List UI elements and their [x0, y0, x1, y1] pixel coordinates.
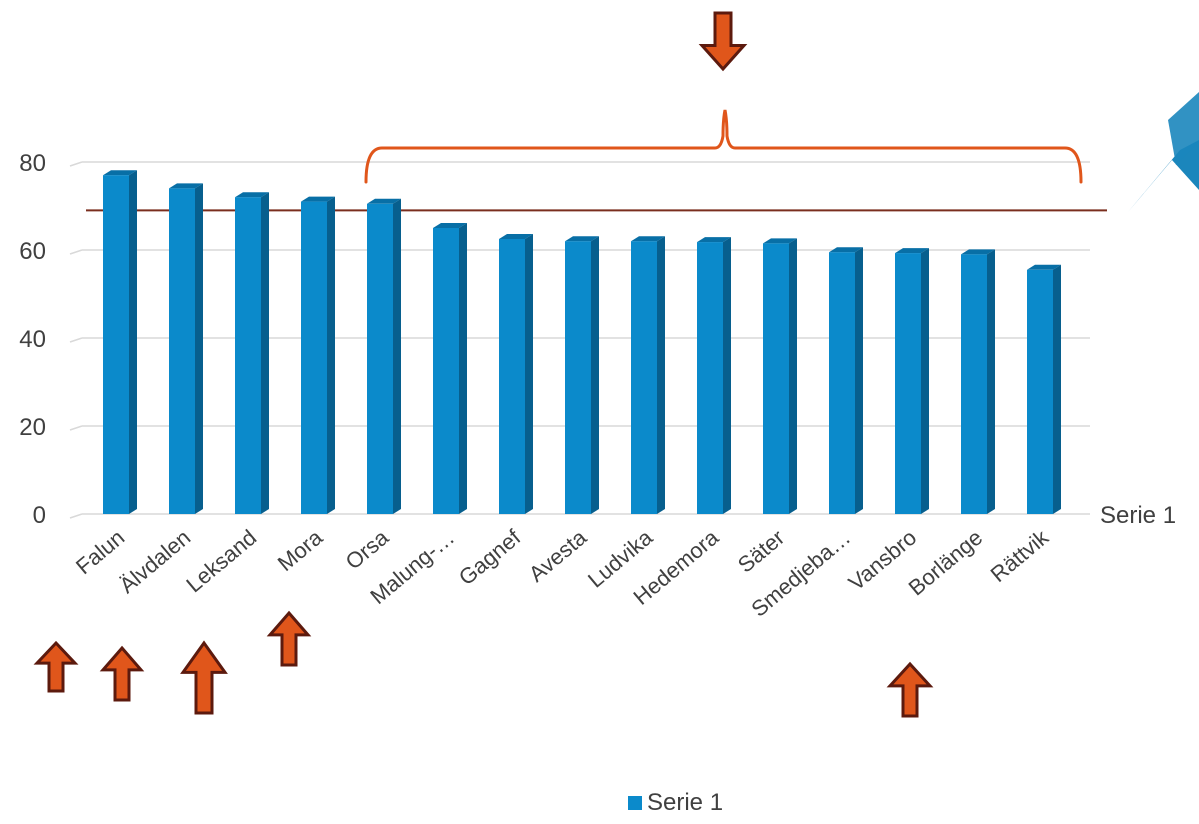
bar-front-face	[895, 253, 921, 514]
bar-side-face	[327, 196, 335, 514]
bar-side-face	[1053, 264, 1061, 514]
y-tick-label: 80	[19, 150, 46, 177]
x-category-label: Borlänge	[904, 525, 988, 601]
bar-side-face	[525, 234, 533, 514]
up-arrow-icon	[33, 640, 79, 693]
bar-top-face	[829, 247, 863, 253]
bar-top-face	[103, 170, 137, 176]
up-arrow-icon	[886, 661, 934, 718]
bar	[961, 249, 995, 514]
x-category-label: Säter	[733, 525, 789, 578]
up-arrow-icon	[180, 640, 228, 715]
x-category-label: Avesta	[524, 524, 592, 587]
bar-side-face	[921, 248, 929, 514]
bars-group	[103, 170, 1061, 515]
bar	[367, 198, 401, 515]
bar-top-face	[169, 183, 203, 189]
up-arrow-icon	[266, 610, 312, 667]
bar-front-face	[763, 243, 789, 514]
bar-front-face	[1027, 269, 1053, 514]
bar	[169, 183, 203, 514]
down-arrow-icon	[698, 11, 748, 72]
y-tick-label: 20	[19, 414, 46, 441]
bar-front-face	[631, 241, 657, 514]
bar-side-face	[393, 198, 401, 515]
x-category-label: Gagnef	[454, 524, 526, 590]
up-arrow-icon	[99, 645, 145, 702]
bar-top-face	[631, 236, 665, 242]
bar-top-face	[697, 237, 731, 243]
bar-front-face	[565, 241, 591, 514]
x-category-label: Orsa	[341, 524, 394, 574]
y-tick-label: 40	[19, 326, 46, 353]
bar-top-face	[961, 249, 995, 255]
annotations	[33, 11, 1199, 718]
bar-front-face	[499, 239, 525, 514]
gridline-edge	[69, 161, 83, 167]
bar-side-face	[723, 237, 731, 514]
callout-body	[1168, 92, 1199, 165]
x-category-label: Leksand	[181, 525, 261, 598]
x-category-label: Falun	[71, 525, 129, 580]
gridline-edge	[69, 337, 83, 343]
bar	[829, 247, 863, 514]
bar-side-face	[195, 183, 203, 514]
bar-top-face	[301, 196, 335, 202]
x-category-label: Mora	[273, 524, 328, 576]
series-end-label: Serie 1	[1100, 502, 1176, 529]
legend-swatch	[628, 796, 642, 810]
gridline-edge	[69, 249, 83, 255]
bar	[631, 236, 665, 514]
bar-top-face	[499, 234, 533, 239]
bar	[103, 170, 137, 514]
y-axis-ticks: 0 20 40 60 80	[19, 150, 46, 529]
bar	[1027, 264, 1061, 514]
x-axis-floor-edge	[69, 513, 83, 519]
bar-front-face	[301, 201, 327, 514]
x-category-label: Älvdalen	[114, 525, 195, 598]
y-tick-label: 60	[19, 238, 46, 265]
bar	[565, 236, 599, 514]
bar-front-face	[433, 228, 459, 514]
bar-top-face	[433, 223, 467, 228]
bar-front-face	[103, 175, 129, 514]
bar-side-face	[855, 247, 863, 514]
bar	[895, 248, 929, 514]
bar	[499, 234, 533, 514]
bar	[697, 237, 731, 514]
bar-front-face	[829, 252, 855, 514]
legend: Serie 1	[628, 789, 723, 816]
bar-side-face	[459, 223, 467, 514]
bar-top-face	[235, 192, 269, 198]
bar-front-face	[235, 197, 261, 514]
bar-front-face	[169, 188, 195, 514]
legend-label: Serie 1	[647, 789, 723, 816]
bar-side-face	[261, 192, 269, 514]
bar-side-face	[657, 236, 665, 514]
bar	[433, 223, 467, 514]
bar-top-face	[1027, 264, 1061, 270]
callout-shape	[1128, 92, 1199, 212]
bar-side-face	[987, 249, 995, 514]
bar-top-face	[763, 238, 797, 244]
range-bracket	[364, 109, 1083, 184]
bar-top-face	[367, 198, 401, 204]
gridline-edge	[69, 425, 83, 431]
x-category-label: Rättvik	[986, 524, 1054, 587]
bar-front-face	[697, 242, 723, 514]
bar-side-face	[789, 238, 797, 514]
bar-front-face	[961, 254, 987, 514]
bar-front-face	[367, 203, 393, 515]
bar-top-face	[565, 236, 599, 242]
y-tick-label: 0	[33, 502, 46, 529]
bar	[235, 192, 269, 514]
bar-top-face	[895, 248, 929, 254]
bar	[301, 196, 335, 514]
bar-side-face	[591, 236, 599, 514]
bar-side-face	[129, 170, 137, 514]
bar	[763, 238, 797, 514]
